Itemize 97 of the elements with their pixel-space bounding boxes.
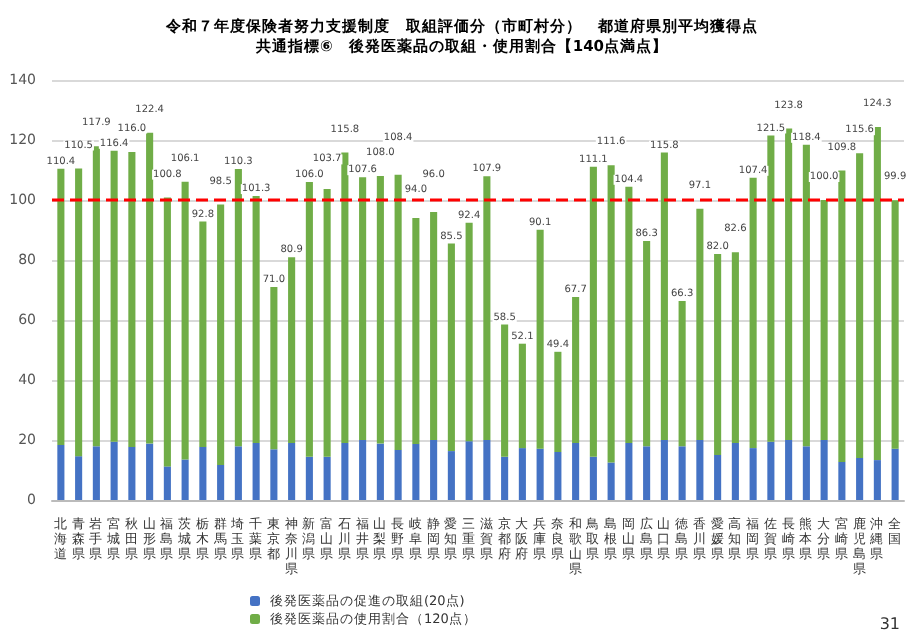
bar [199, 221, 207, 447]
bar [696, 208, 704, 440]
bar [873, 127, 881, 461]
bar [394, 449, 402, 500]
bar [181, 459, 189, 500]
bar [163, 466, 171, 500]
bar [785, 440, 793, 500]
bar [128, 446, 136, 500]
bar [305, 182, 313, 457]
bar [447, 243, 455, 452]
bar [518, 448, 526, 500]
bar [873, 460, 881, 500]
bar [110, 441, 118, 500]
bar [820, 200, 828, 440]
bar [412, 218, 420, 444]
bar [536, 448, 544, 500]
bar [412, 443, 420, 500]
bar [678, 301, 686, 447]
bar [252, 443, 260, 500]
bar [501, 324, 509, 457]
bar [785, 128, 793, 440]
bar [146, 132, 154, 444]
bar [607, 165, 615, 463]
bar [714, 455, 722, 500]
bar [430, 440, 438, 500]
bar [447, 451, 455, 500]
bar [749, 177, 757, 449]
bar [57, 445, 65, 500]
bar [430, 212, 438, 440]
bar [589, 166, 597, 457]
bar [660, 440, 668, 500]
bar [163, 197, 171, 467]
bar [625, 443, 633, 500]
bar [572, 296, 580, 443]
bar [731, 252, 739, 443]
bar [57, 168, 65, 446]
bar [92, 146, 100, 447]
bar [146, 443, 154, 500]
bar [625, 186, 633, 443]
bar [252, 196, 260, 443]
bar [678, 446, 686, 500]
bar [554, 452, 562, 500]
bar [554, 351, 562, 452]
bar [376, 176, 384, 444]
bar [323, 188, 331, 457]
bar [75, 168, 83, 457]
bar [660, 152, 668, 440]
bar [767, 441, 775, 500]
bar [483, 176, 491, 440]
bar [589, 456, 597, 500]
bar [820, 440, 828, 500]
text: 31 [879, 615, 901, 633]
bar [731, 443, 739, 500]
bar [501, 456, 509, 500]
bar [802, 144, 810, 447]
bar [891, 200, 899, 449]
bar [75, 456, 83, 500]
bar [607, 462, 615, 500]
bar [518, 343, 526, 449]
bar [199, 446, 207, 500]
bar [359, 177, 367, 440]
bar [767, 135, 775, 442]
bar [110, 150, 118, 442]
bar [856, 458, 864, 500]
bar [643, 446, 651, 500]
bar [536, 229, 544, 449]
bar [802, 446, 810, 500]
bar [181, 181, 189, 460]
bar [234, 446, 242, 500]
bar [217, 464, 225, 500]
bar [128, 152, 136, 447]
bar [483, 440, 491, 500]
bar [288, 257, 296, 443]
bar [714, 254, 722, 455]
bar [341, 152, 349, 443]
bar [341, 443, 349, 500]
bar [270, 287, 278, 450]
bar [376, 443, 384, 500]
bar [465, 441, 473, 500]
bar [323, 456, 331, 500]
bar [92, 446, 100, 500]
bar [217, 204, 225, 465]
bar [288, 443, 296, 500]
bar [838, 170, 846, 462]
bar [305, 456, 313, 500]
bar [465, 222, 473, 442]
bar [749, 448, 757, 500]
bar [270, 449, 278, 500]
bar [891, 448, 899, 500]
bar [838, 461, 846, 500]
bar [856, 153, 864, 458]
bar [572, 443, 580, 500]
bar [394, 174, 402, 450]
bar [359, 440, 367, 500]
bar [696, 440, 704, 500]
bar [234, 169, 242, 447]
bar [643, 241, 651, 447]
